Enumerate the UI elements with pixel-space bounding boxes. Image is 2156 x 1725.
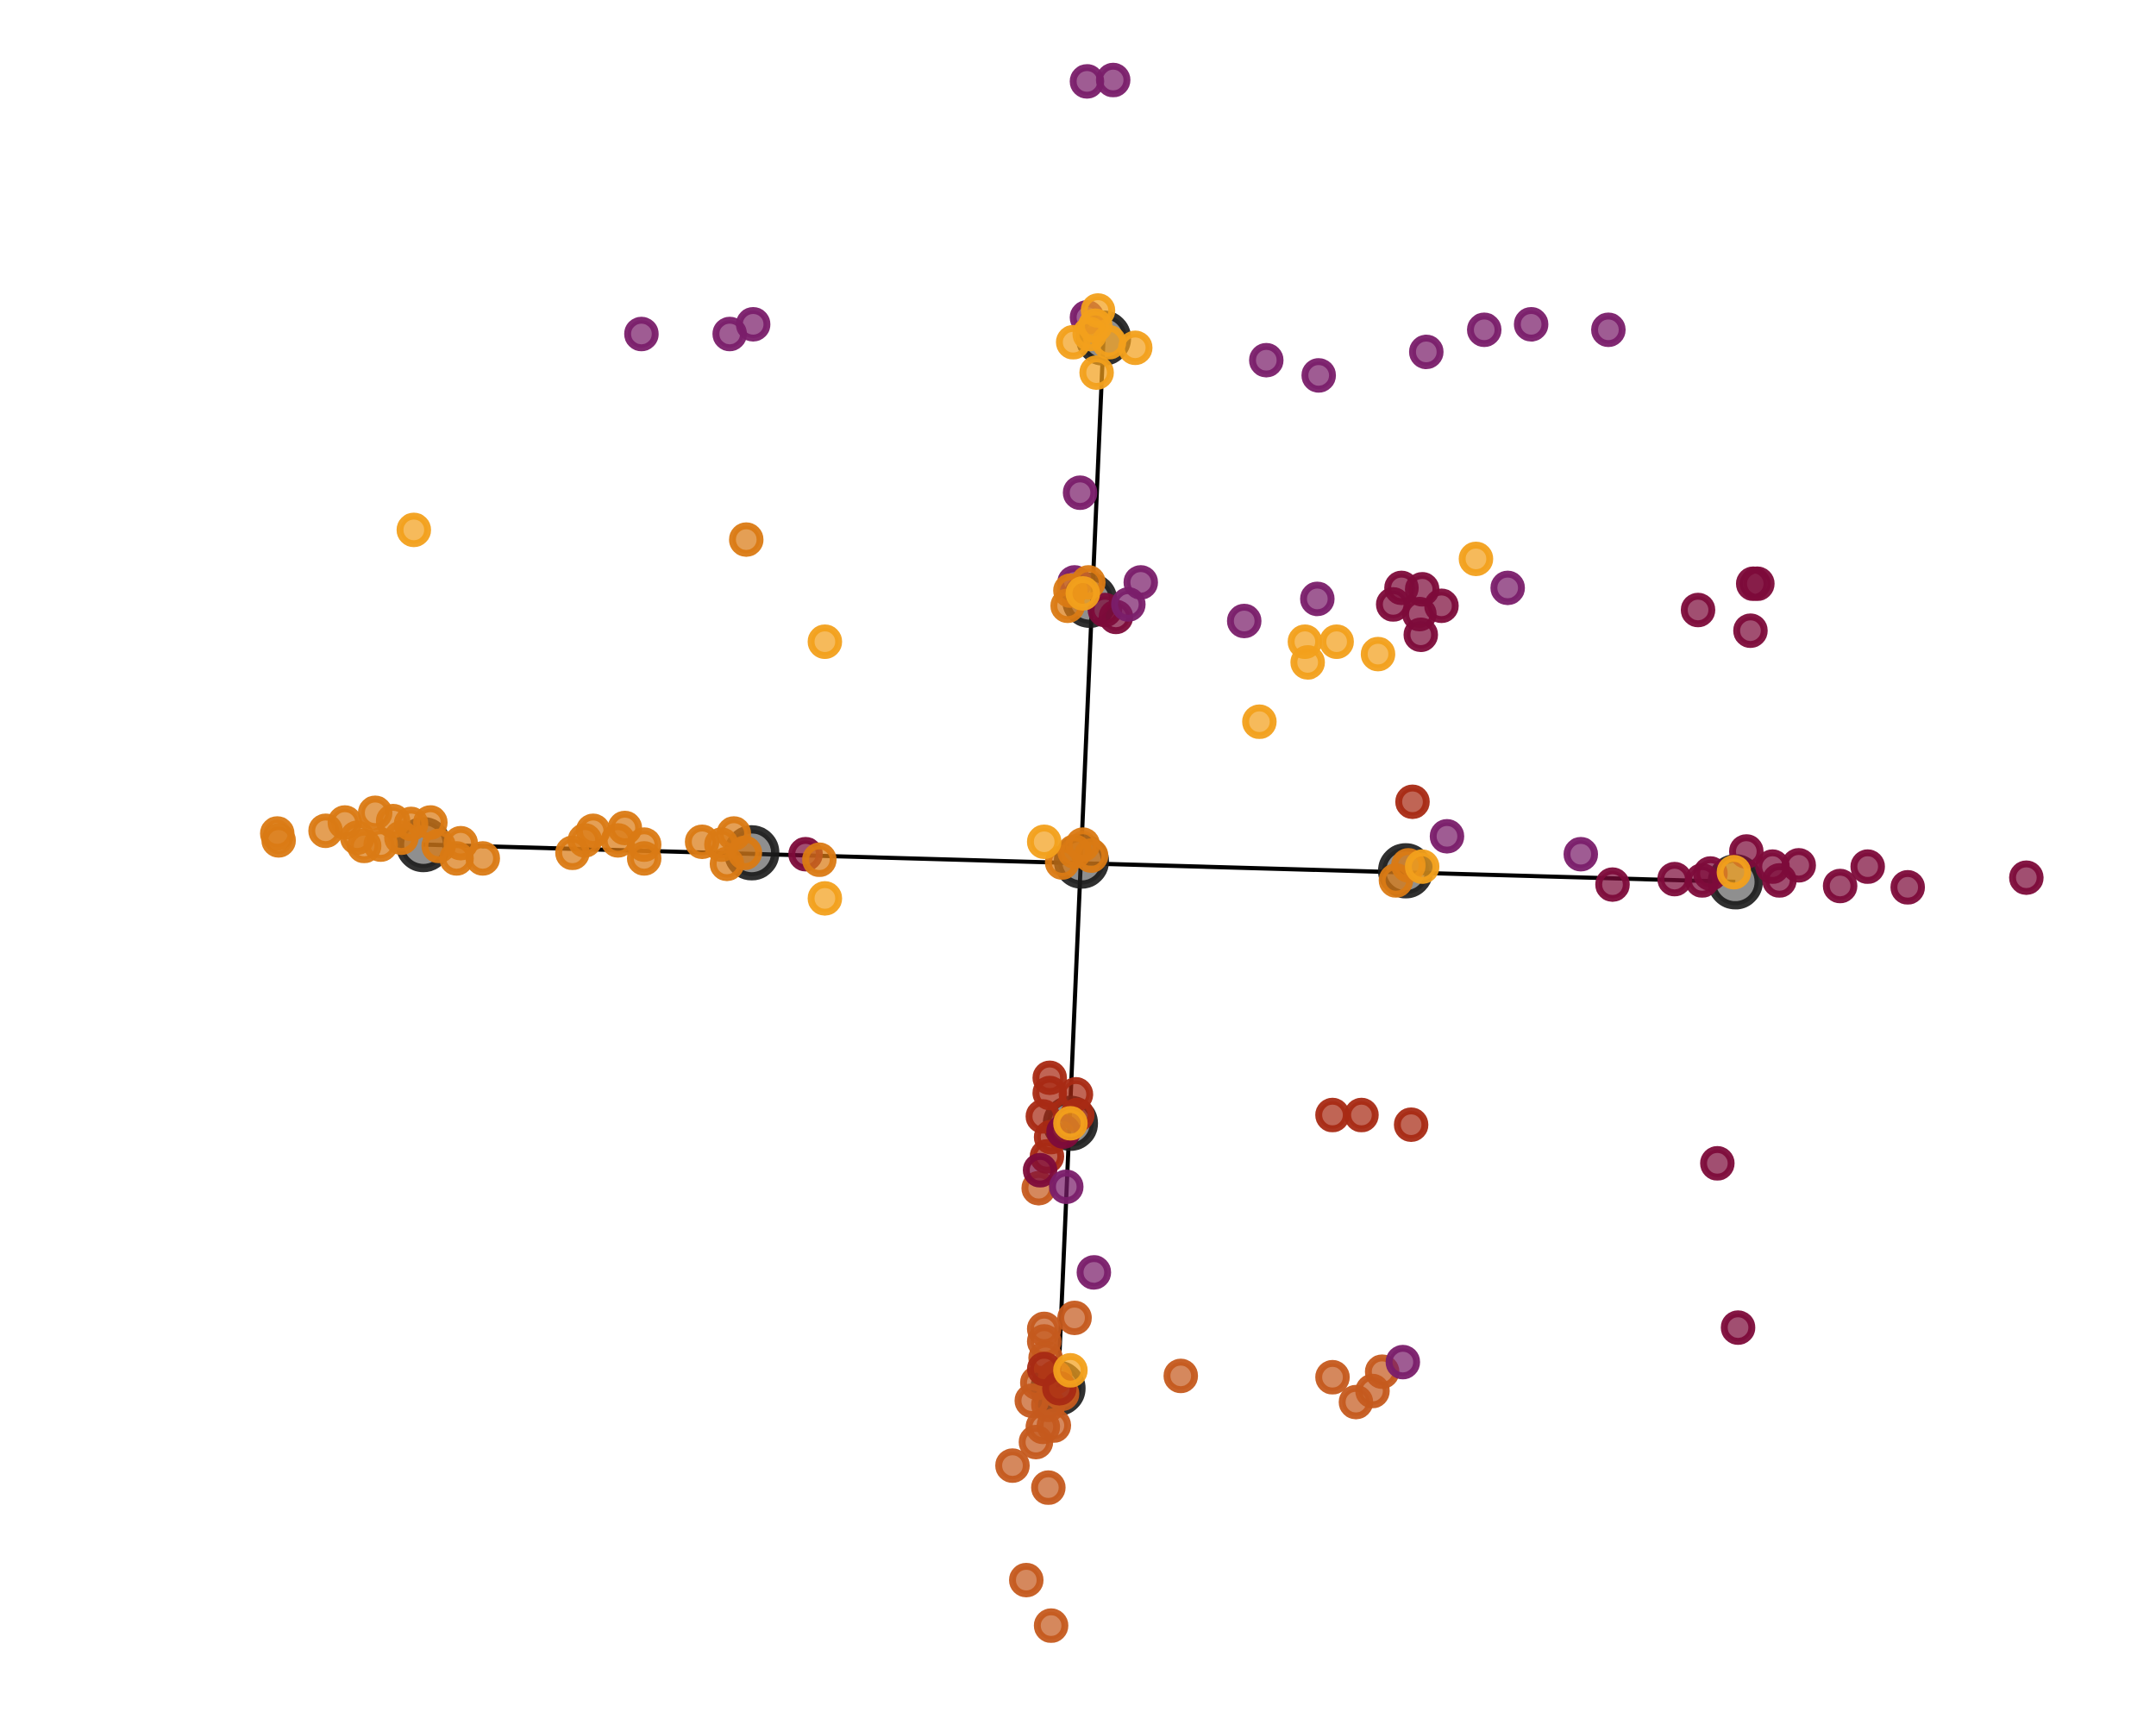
data-point [1079,355,1114,390]
series-3 [624,62,1626,1380]
data-point [1429,819,1464,854]
data-point [1078,308,1112,343]
data-point [1467,312,1502,348]
data-point [1249,342,1284,378]
data-point [1739,566,1775,601]
data-point [1395,784,1430,819]
data-point [1490,570,1526,605]
data-point [1315,1359,1351,1395]
data-point [1405,849,1440,884]
data-point [1890,869,1926,905]
series-5 [396,293,1752,1388]
data-point [1657,862,1692,897]
data-point [1242,704,1277,739]
series-0 [995,1170,1400,1643]
data-point [1595,867,1630,902]
data-point [1300,581,1335,617]
data-point [1123,565,1158,600]
points-layer [260,62,2044,1643]
data-point [1700,1145,1735,1181]
data-point [1564,837,1599,872]
data-point [1405,572,1440,607]
data-point [807,624,843,659]
data-point [465,841,500,876]
data-point [1057,1301,1092,1335]
data-point [1032,1060,1068,1095]
data-point [1065,576,1100,611]
data-point [1226,604,1262,638]
data-point [1822,869,1858,904]
data-point [736,307,771,342]
data-point [1053,1352,1088,1388]
data-point [1720,1310,1756,1346]
data-point [1408,335,1444,369]
data-point [1288,624,1323,659]
data-point [1514,307,1549,342]
data-point [1023,1152,1058,1188]
data-point [802,842,837,877]
data-point [1591,312,1626,348]
data-point [1026,1311,1062,1346]
data-point [1065,827,1100,862]
data-point [1850,849,1885,884]
data-point [1033,1608,1069,1643]
data-point [727,835,762,870]
data-point [1319,624,1354,659]
data-point [1385,1345,1420,1380]
data-point [1458,542,1494,576]
data-point [1163,1358,1199,1394]
data-point [1058,1076,1094,1112]
data-point [1095,62,1131,97]
data-point [1360,637,1395,672]
data-point [995,1448,1031,1484]
data-point [1076,1255,1112,1290]
data-point [2009,860,2044,895]
data-point [384,820,419,856]
data-point [1315,1097,1351,1132]
data-point [1716,855,1752,890]
data-point [1733,613,1768,649]
data-point [1781,848,1816,883]
series-4 [260,522,1426,898]
data-point [396,512,431,548]
data-point [1009,1563,1044,1597]
data-point [1344,1097,1379,1132]
data-point [1026,825,1062,859]
data-point [1062,475,1098,511]
data-point [1680,593,1715,628]
data-point [624,317,659,352]
data-point [626,827,661,862]
data-point [729,522,764,557]
data-point [807,881,843,916]
series-2 [788,566,2044,1346]
data-point [1031,1470,1066,1505]
data-point [443,825,479,861]
data-point [1118,330,1153,366]
data-point [1394,1107,1429,1142]
data-point [260,816,295,851]
data-point [1049,1170,1084,1204]
data-point [1301,358,1337,393]
data-point [1053,1106,1088,1141]
